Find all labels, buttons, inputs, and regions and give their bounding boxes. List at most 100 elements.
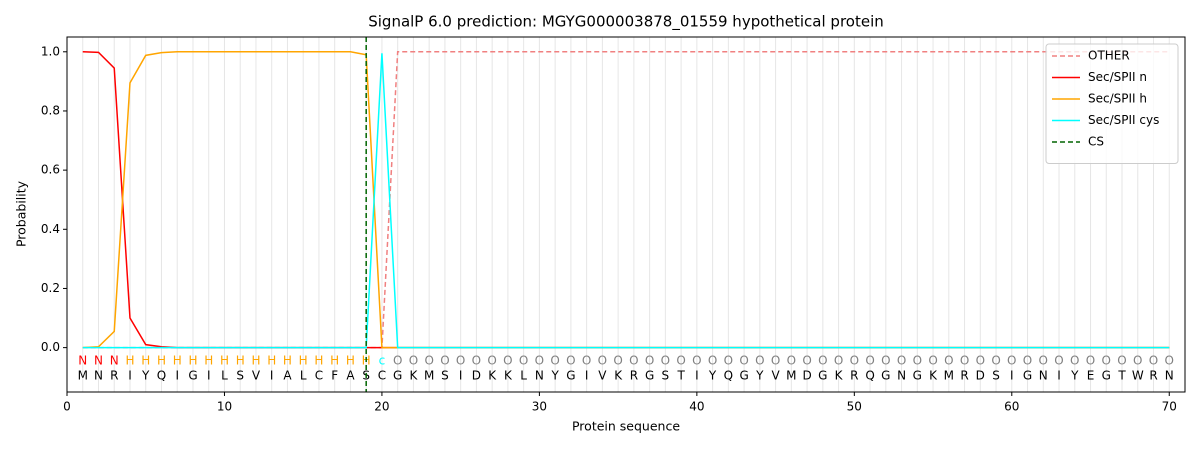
x-tick-label: 30	[532, 400, 547, 414]
legend-label: Sec/SPII cys	[1088, 113, 1159, 127]
region-label: O	[818, 354, 827, 368]
series-line	[82, 51, 1170, 349]
region-label: O	[613, 354, 622, 368]
region-label: H	[157, 354, 166, 368]
region-label: H	[125, 354, 134, 368]
region-label: H	[346, 354, 355, 368]
residue-label: M	[424, 369, 434, 383]
x-tick-label: 20	[374, 400, 389, 414]
residue-label: M	[78, 369, 88, 383]
region-label: O	[1102, 354, 1111, 368]
region-label: H	[267, 354, 276, 368]
x-tick-label: 0	[63, 400, 71, 414]
region-label: O	[1054, 354, 1063, 368]
residue-label: Y	[550, 369, 559, 383]
y-tick-label: 0.8	[41, 103, 60, 117]
residue-label: Y	[755, 369, 764, 383]
residue-label: Y	[1070, 369, 1079, 383]
residue-label: K	[409, 369, 418, 383]
region-label: N	[110, 354, 119, 368]
region-label: O	[802, 354, 811, 368]
region-label: O	[724, 354, 733, 368]
region-label: O	[472, 354, 481, 368]
residue-label: Q	[157, 369, 166, 383]
residue-label: G	[881, 369, 890, 383]
y-tick-label: 0.0	[41, 340, 60, 354]
region-label: O	[440, 354, 449, 368]
region-label: H	[220, 354, 229, 368]
region-label: O	[865, 354, 874, 368]
residue-label: N	[897, 369, 906, 383]
region-label: O	[787, 354, 796, 368]
residue-label: R	[630, 369, 638, 383]
residue-label: F	[331, 369, 338, 383]
region-label: H	[251, 354, 260, 368]
legend-box	[1045, 43, 1179, 164]
residue-label: N	[94, 369, 103, 383]
residue-label: Y	[708, 369, 717, 383]
residue-label: G	[566, 369, 575, 383]
residue-label: D	[976, 369, 985, 383]
region-label: O	[1149, 354, 1158, 368]
x-tick-label: 40	[689, 400, 704, 414]
region-label: H	[314, 354, 323, 368]
chart-title: SignalP 6.0 prediction: MGYG000003878_01…	[368, 13, 884, 32]
residue-label: K	[504, 369, 513, 383]
residue-label: S	[992, 369, 1000, 383]
region-label: O	[755, 354, 764, 368]
region-label: O	[708, 354, 717, 368]
residue-label: I	[207, 369, 211, 383]
residue-label: R	[960, 369, 968, 383]
residue-label: G	[1023, 369, 1032, 383]
residue-label: K	[488, 369, 497, 383]
series-line	[82, 51, 1170, 349]
region-label: O	[503, 354, 512, 368]
x-axis-label: Protein sequence	[572, 419, 680, 434]
residue-label: L	[300, 369, 307, 383]
residue-label: L	[221, 369, 228, 383]
residue-label: I	[459, 369, 463, 383]
region-label: O	[1007, 354, 1016, 368]
region-label: O	[1023, 354, 1032, 368]
residue-label: R	[1149, 369, 1157, 383]
residue-label: I	[585, 369, 589, 383]
region-label: O	[535, 354, 544, 368]
residue-label: N	[535, 369, 544, 383]
y-tick-label: 0.2	[41, 281, 60, 295]
residue-label: G	[645, 369, 654, 383]
residue-label: K	[929, 369, 938, 383]
region-label: O	[913, 354, 922, 368]
region-label: H	[141, 354, 150, 368]
residue-label: T	[676, 369, 685, 383]
region-label: O	[661, 354, 670, 368]
residue-label: A	[346, 369, 355, 383]
region-label: O	[645, 354, 654, 368]
residue-label: I	[695, 369, 699, 383]
region-label: O	[771, 354, 780, 368]
legend-label: CS	[1088, 135, 1104, 149]
region-label: O	[598, 354, 607, 368]
region-label: O	[409, 354, 418, 368]
x-tick-label: 70	[1162, 400, 1177, 414]
region-label: O	[850, 354, 859, 368]
residue-label: R	[110, 369, 118, 383]
residue-label: D	[802, 369, 811, 383]
region-label: O	[897, 354, 906, 368]
region-label: H	[188, 354, 197, 368]
residue-label: I	[128, 369, 132, 383]
series-line	[82, 53, 1170, 349]
residue-label: N	[1165, 369, 1174, 383]
region-label: O	[1117, 354, 1126, 368]
region-label: O	[487, 354, 496, 368]
region-label: O	[629, 354, 638, 368]
x-tick-label: 60	[1004, 400, 1019, 414]
legend: OTHER Sec/SPII n Sec/SPII h Sec/SPII cys CS	[1045, 43, 1179, 164]
region-label: O	[582, 354, 591, 368]
region-label: O	[881, 354, 890, 368]
legend-label: Sec/SPII n	[1088, 70, 1147, 84]
residue-label: S	[441, 369, 449, 383]
region-label: O	[456, 354, 465, 368]
residue-label: N	[1039, 369, 1048, 383]
region-label: N	[94, 354, 103, 368]
residue-label: Y	[141, 369, 150, 383]
